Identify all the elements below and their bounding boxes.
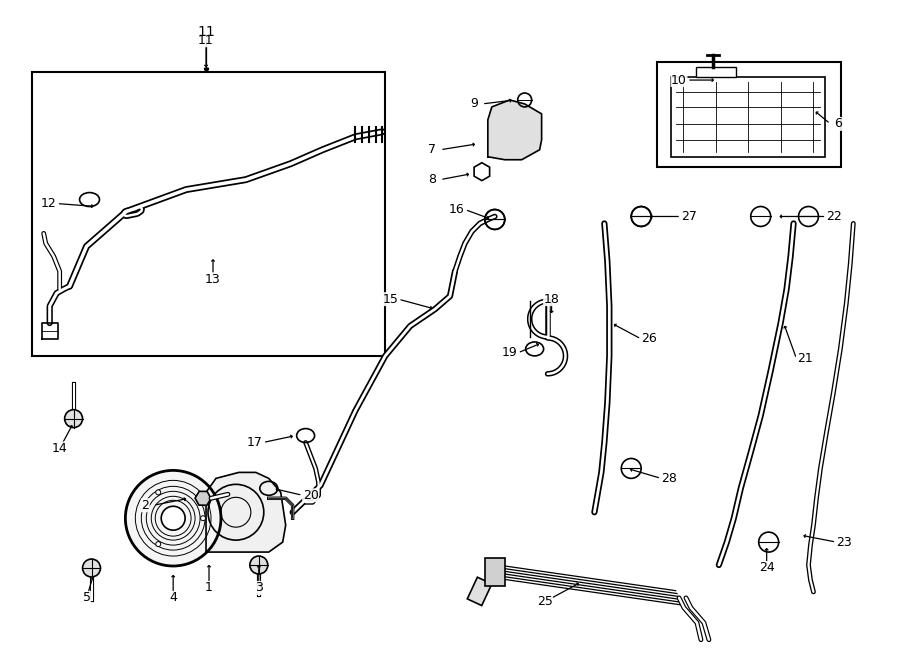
- Text: 20: 20: [302, 488, 319, 502]
- Text: 28: 28: [662, 472, 677, 485]
- Text: 9: 9: [470, 97, 478, 110]
- Text: 11: 11: [197, 25, 215, 39]
- Text: 13: 13: [205, 273, 220, 286]
- Polygon shape: [485, 558, 505, 586]
- Text: 4: 4: [169, 592, 177, 604]
- Bar: [696, 67, 736, 77]
- Text: 22: 22: [826, 210, 842, 223]
- Text: 25: 25: [536, 596, 553, 608]
- Text: 5: 5: [83, 592, 91, 604]
- Text: 7: 7: [428, 143, 436, 156]
- Text: 26: 26: [642, 332, 657, 346]
- Text: 23: 23: [836, 535, 852, 549]
- Text: 3: 3: [255, 582, 263, 594]
- Text: 10: 10: [671, 73, 687, 87]
- Text: 24: 24: [759, 561, 775, 574]
- Text: 19: 19: [502, 346, 518, 360]
- Text: 16: 16: [449, 203, 464, 216]
- Circle shape: [156, 541, 161, 547]
- Text: 17: 17: [247, 436, 263, 449]
- Text: 2: 2: [141, 499, 149, 512]
- Circle shape: [156, 490, 161, 495]
- Circle shape: [65, 410, 83, 428]
- Text: 12: 12: [40, 197, 57, 210]
- Text: 27: 27: [681, 210, 697, 223]
- Circle shape: [250, 556, 268, 574]
- Text: 6: 6: [834, 118, 842, 130]
- Text: 21: 21: [796, 352, 813, 366]
- Circle shape: [83, 559, 101, 577]
- Text: 14: 14: [52, 442, 68, 455]
- Polygon shape: [206, 473, 285, 552]
- Text: 15: 15: [382, 293, 398, 305]
- Text: 8: 8: [428, 173, 436, 186]
- Circle shape: [125, 471, 221, 566]
- Text: 11: 11: [198, 34, 214, 47]
- Text: 1: 1: [205, 582, 213, 594]
- Bar: [671, 77, 825, 157]
- Polygon shape: [488, 100, 542, 160]
- Bar: [32, 72, 385, 356]
- Circle shape: [161, 506, 185, 530]
- Text: 18: 18: [544, 293, 560, 305]
- Bar: [467, 577, 491, 605]
- Bar: [657, 62, 842, 167]
- Circle shape: [201, 516, 205, 521]
